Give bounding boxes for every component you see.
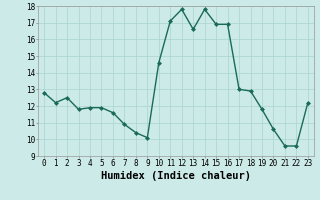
X-axis label: Humidex (Indice chaleur): Humidex (Indice chaleur) <box>101 171 251 181</box>
